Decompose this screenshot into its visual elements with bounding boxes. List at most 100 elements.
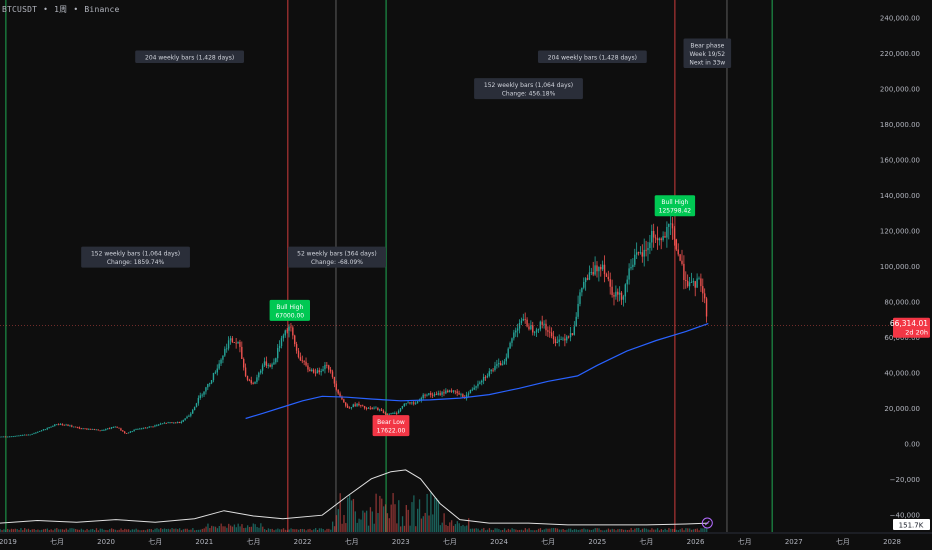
candle-body: [127, 432, 130, 434]
volume-bar: [301, 528, 304, 532]
price-tick-label: 140,000.00: [880, 192, 920, 200]
moving-average-line: [245, 323, 709, 420]
label-box: [287, 246, 386, 268]
candle-body: [601, 264, 604, 270]
candle-body: [569, 333, 572, 338]
volume-bar: [282, 528, 285, 532]
label-text: 152 weekly bars (1,064 days): [484, 82, 573, 89]
candle-body: [465, 394, 468, 399]
candle-body: [135, 429, 137, 431]
volume-bar: [428, 515, 430, 532]
label-box: [135, 50, 244, 63]
volume-bar: [303, 529, 305, 532]
price-tick-label: 80,000.00: [884, 298, 920, 306]
volume-bar: [460, 526, 462, 532]
volume-bar: [3, 529, 5, 532]
candle-body: [639, 252, 642, 254]
candle-body: [263, 361, 266, 366]
candle-body: [137, 428, 139, 430]
label-text: 152 weekly bars (1,064 days): [91, 251, 180, 258]
candle-body: [309, 369, 311, 372]
candle-body: [97, 429, 99, 431]
label-text: Week 19/52: [689, 51, 725, 58]
volume-bar: [184, 528, 186, 532]
volume-bar: [681, 528, 683, 532]
volume-bar: [44, 528, 47, 532]
volume-bar: [475, 528, 477, 532]
volume-bar: [634, 528, 636, 532]
candle-body: [63, 424, 65, 426]
candle-body: [507, 348, 509, 358]
volume-bar: [679, 529, 681, 532]
volume-bar: [449, 522, 451, 532]
candle-body: [702, 286, 704, 294]
candle-body: [654, 237, 657, 239]
candle-body: [677, 249, 679, 255]
candle-body: [25, 434, 28, 436]
last-price-value: 66,314.01: [890, 319, 928, 328]
candle-body: [552, 336, 555, 340]
volume-bar: [417, 508, 419, 532]
candle-body: [371, 408, 373, 409]
label-text: Next in 33w: [689, 59, 725, 66]
volume-bar: [349, 495, 351, 532]
candle-body: [140, 428, 143, 430]
volume-bar: [294, 529, 296, 532]
volume-bar: [148, 529, 151, 532]
candle-body: [237, 341, 239, 344]
volume-bar: [137, 529, 139, 532]
candle-body: [305, 361, 307, 366]
volume-bar: [141, 530, 143, 532]
time-tick-label: 七月: [50, 537, 64, 546]
price-tick-label: 200,000.00: [880, 86, 920, 94]
candle-body: [210, 380, 213, 384]
volume-bar: [443, 513, 445, 532]
candle-body: [78, 427, 81, 429]
volume-bar: [345, 523, 347, 532]
volume-bar: [313, 529, 315, 532]
candle-body: [703, 293, 706, 299]
volume-bar: [481, 528, 483, 532]
volume-bar: [483, 527, 485, 532]
volume-bar: [430, 491, 432, 532]
volume-bar: [445, 524, 447, 532]
candle-body: [522, 319, 525, 321]
candle-body: [692, 281, 695, 283]
candle-body: [122, 430, 124, 432]
volume-bar: [462, 524, 464, 532]
volume-bar: [367, 525, 370, 532]
candle-body: [156, 424, 158, 426]
info-label: 152 weekly bars (1,064 days)Change: 1859…: [81, 246, 190, 268]
volume-bar: [502, 530, 504, 532]
candle-body: [209, 383, 211, 385]
candle-body: [341, 396, 343, 400]
candle-body: [243, 358, 245, 368]
price-tick-label: 160,000.00: [880, 157, 920, 165]
candle-body: [592, 272, 594, 275]
candle-body: [651, 230, 653, 243]
candle-body: [267, 364, 269, 366]
volume-bar: [126, 529, 128, 532]
candle-body: [161, 423, 164, 425]
volume-bar: [485, 530, 487, 532]
candle-body: [632, 264, 634, 268]
volume-bar: [579, 529, 581, 532]
volume-bar: [573, 529, 576, 532]
volume-bar: [439, 525, 441, 532]
volume-bar: [177, 529, 179, 532]
volume-bar: [41, 529, 43, 532]
volume-bar: [420, 518, 423, 532]
candle-body: [375, 407, 377, 409]
volume-bar: [526, 529, 528, 532]
volume-bar: [473, 528, 475, 532]
candle-body: [131, 431, 133, 433]
volume-bar: [622, 529, 625, 532]
candle-body: [82, 428, 84, 430]
candle-body: [535, 329, 538, 333]
candle-body: [299, 357, 302, 361]
candle-body: [392, 413, 394, 415]
volume-bar: [558, 529, 561, 532]
volume-bar: [519, 529, 521, 532]
